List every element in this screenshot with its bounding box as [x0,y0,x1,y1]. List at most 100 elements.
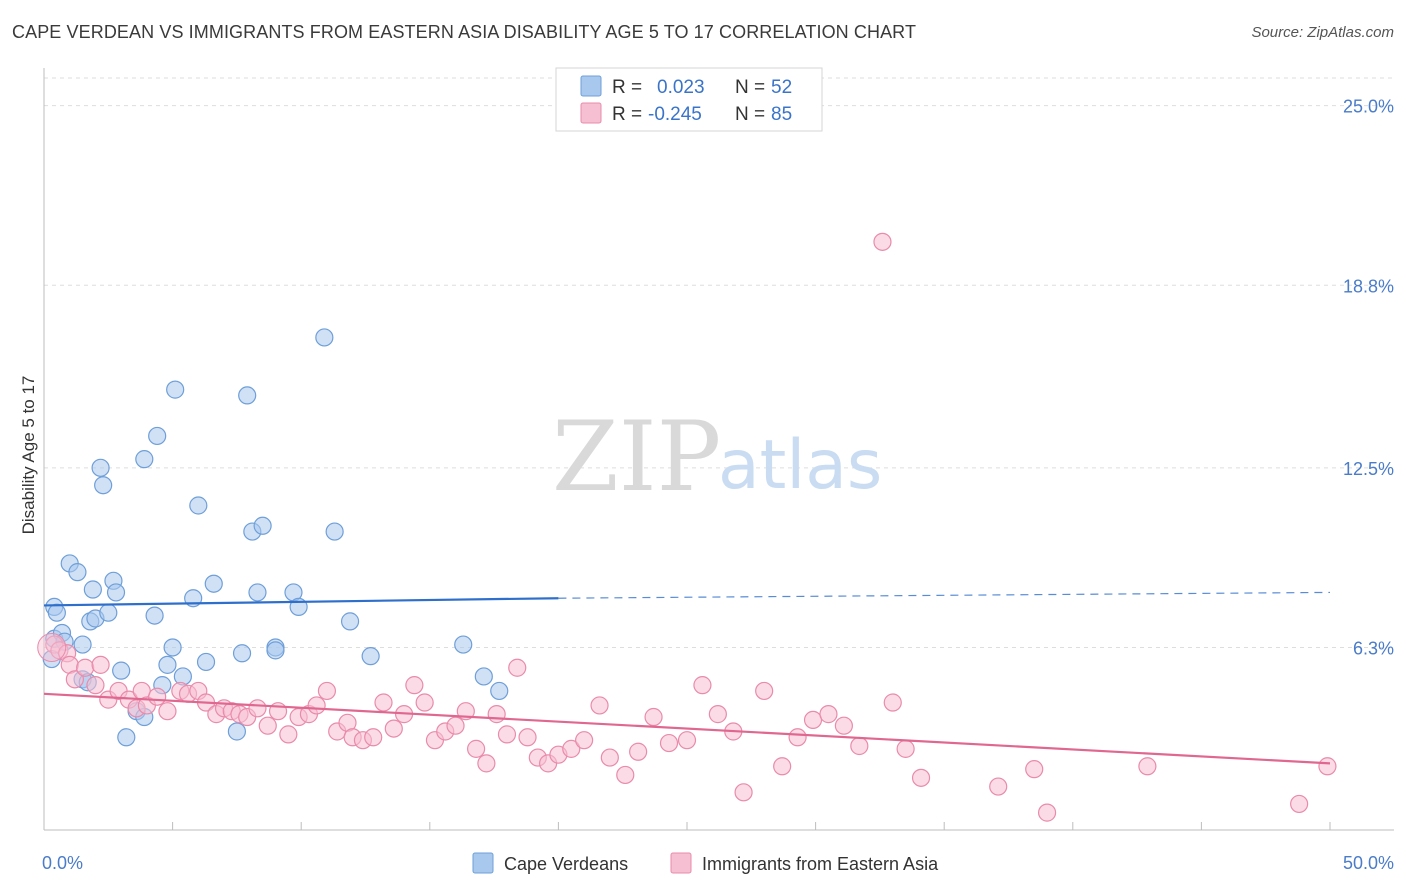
trend-line-cape-verdeans [43,597,559,607]
point-eastern-asia [896,739,915,758]
point-cape-verdeans [68,563,87,582]
point-cape-verdeans [135,450,154,469]
stats-legend-n-label-2: N = [735,104,765,125]
point-eastern-asia [600,748,619,767]
point-eastern-asia [659,733,679,753]
point-eastern-asia [317,681,337,701]
point-cape-verdeans [238,386,257,405]
stats-legend-n-label-1: N = [735,77,765,98]
point-eastern-asia [616,765,635,785]
point-eastern-asia [307,696,326,715]
point-cape-verdeans [163,638,182,657]
x-tick-label: 50.0% [1343,853,1394,873]
stats-legend-r-value-1: 0.023 [657,77,705,98]
point-cape-verdeans [325,522,344,541]
stats-legend-swatch-1 [580,75,602,97]
point-eastern-asia [148,687,167,706]
point-eastern-asia [677,731,697,750]
point-eastern-asia [1290,794,1309,814]
point-eastern-asia [279,725,298,744]
y-tick-label: 6.3% [1353,638,1394,658]
point-cape-verdeans [145,606,164,625]
point-cape-verdeans [232,644,252,663]
point-eastern-asia [1037,803,1057,822]
stats-legend-swatch-2 [580,102,602,124]
series-legend-swatch-cape-verdeans [472,852,494,874]
point-eastern-asia [91,655,110,674]
point-cape-verdeans [99,603,118,622]
point-eastern-asia [65,670,84,689]
y-axis-label: Disability Age 5 to 17 [19,376,38,535]
point-eastern-asia [258,716,277,735]
stats-legend: R = 0.023 N = 52 R = -0.245 N = 85 [555,67,823,132]
x-tick-labels: 0.0% 50.0% [42,853,1394,873]
point-cape-verdeans [227,722,246,741]
x-ticks [43,822,1331,830]
point-cape-verdeans [73,635,92,654]
y-tick-label: 18.8% [1343,276,1394,296]
stats-legend-r-value-2: -0.245 [648,104,702,125]
trend-line-cape-verdeans-extension [558,591,1331,599]
point-cape-verdeans [91,458,110,477]
point-eastern-asia [755,681,774,701]
point-cape-verdeans [83,580,102,599]
point-eastern-asia [374,693,393,712]
series-legend: Cape Verdeans Immigrants from Eastern As… [472,852,939,874]
point-cape-verdeans [315,328,334,347]
point-cape-verdeans [340,612,360,631]
point-eastern-asia [788,728,807,747]
x-tick-label: 0.0% [42,853,83,873]
point-cape-verdeans [454,635,473,654]
point-eastern-asia [364,728,383,747]
series-legend-swatch-eastern-asia [670,852,692,874]
point-eastern-asia [37,632,67,662]
point-eastern-asia [693,676,712,695]
chart-title: CAPE VERDEAN VS IMMIGRANTS FROM EASTERN … [12,22,917,42]
point-eastern-asia [405,676,424,695]
point-cape-verdeans [490,681,509,701]
point-eastern-asia [487,705,506,724]
stats-legend-n-value-2: 85 [771,104,792,125]
point-cape-verdeans [166,380,185,399]
stats-legend-r-label-1: R = [612,77,642,98]
point-eastern-asia [819,705,838,724]
point-eastern-asia [873,232,892,251]
point-cape-verdeans [117,728,136,747]
point-eastern-asia [86,676,105,695]
point-eastern-asia [477,754,496,773]
point-eastern-asia [989,777,1008,796]
y-tick-label: 12.5% [1343,459,1394,479]
y-tick-label: 25.0% [1343,97,1394,117]
point-eastern-asia [415,693,434,712]
point-cape-verdeans [112,661,131,680]
data-points [37,232,1337,822]
point-cape-verdeans [248,583,267,602]
point-cape-verdeans [158,655,177,674]
point-eastern-asia [508,658,527,677]
point-eastern-asia [158,702,177,721]
point-eastern-asia [466,739,486,758]
point-eastern-asia [708,705,727,724]
point-cape-verdeans [361,647,380,666]
point-eastern-asia [497,725,517,744]
point-eastern-asia [590,696,609,715]
stats-legend-n-value-1: 52 [771,77,792,98]
point-eastern-asia [562,739,581,758]
series-legend-label-cape-verdeans: Cape Verdeans [504,854,628,874]
point-cape-verdeans [266,641,285,660]
point-cape-verdeans [474,667,493,686]
point-eastern-asia [734,783,753,802]
point-eastern-asia [446,716,465,735]
trend-line-eastern-asia [43,692,1331,765]
point-cape-verdeans [106,583,126,602]
point-eastern-asia [911,768,931,787]
y-tick-labels: 6.3% 12.5% 18.8% 25.0% [1343,97,1394,659]
point-eastern-asia [834,716,853,735]
point-eastern-asia [773,757,792,776]
trend-lines [43,591,1331,765]
point-eastern-asia [1318,757,1337,776]
watermark: ZIP atlas [552,401,882,513]
point-eastern-asia [384,719,403,738]
point-eastern-asia [883,693,902,712]
